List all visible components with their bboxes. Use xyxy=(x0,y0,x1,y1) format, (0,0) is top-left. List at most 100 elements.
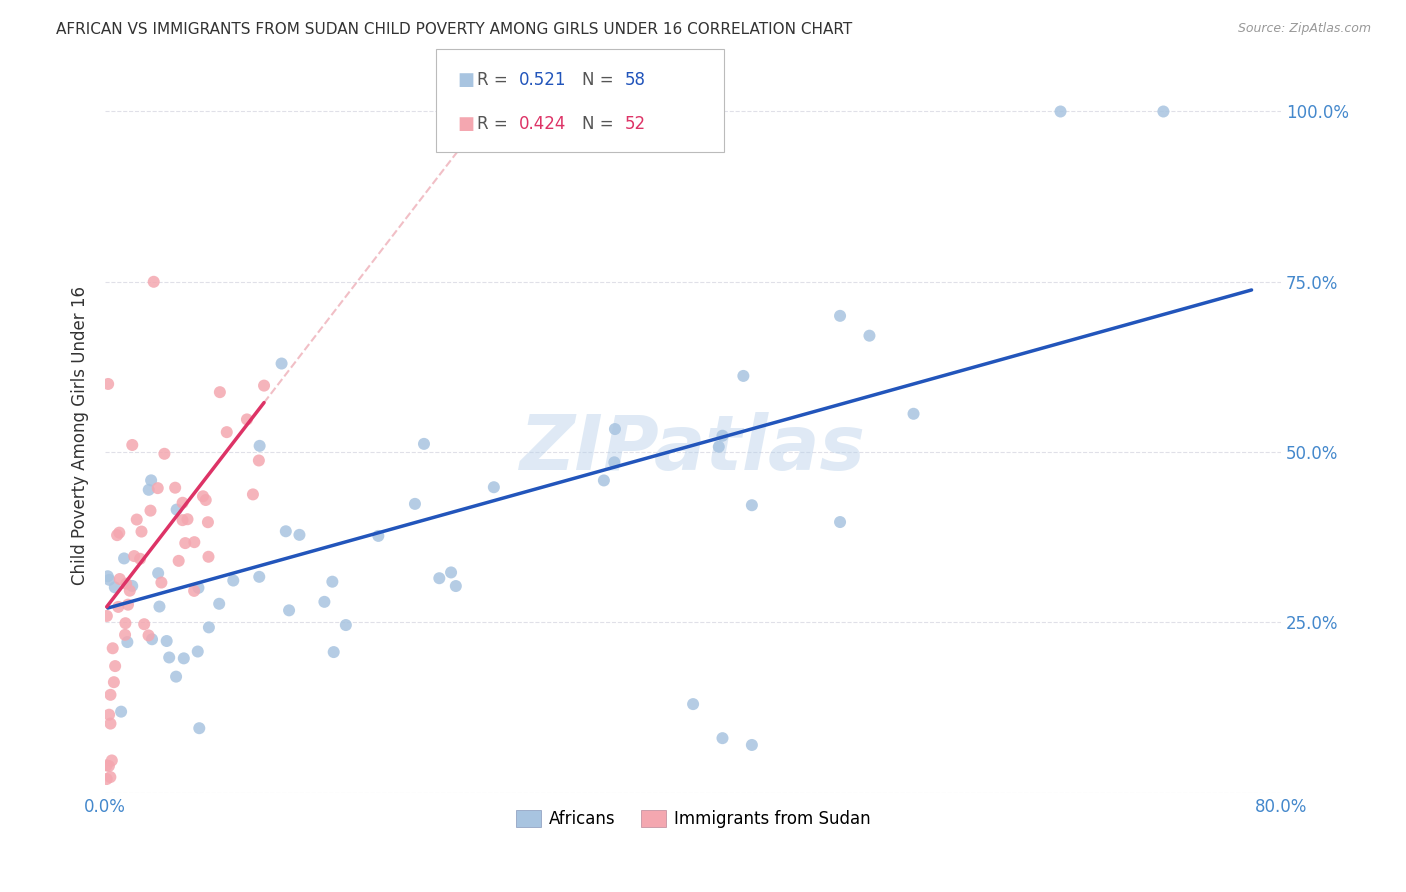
Point xyxy=(247,570,270,584)
Point xyxy=(112,551,135,566)
Point xyxy=(105,528,128,542)
Point xyxy=(733,368,755,383)
Point xyxy=(187,581,209,595)
Point xyxy=(156,634,179,648)
Point xyxy=(110,705,132,719)
Point xyxy=(197,515,219,529)
Point xyxy=(367,529,389,543)
Point xyxy=(146,481,169,495)
Point xyxy=(183,535,205,549)
Point xyxy=(150,575,173,590)
Text: R =: R = xyxy=(477,70,513,88)
Point xyxy=(247,453,270,467)
Point xyxy=(322,645,344,659)
Point xyxy=(97,759,120,773)
Point xyxy=(172,513,194,527)
Point xyxy=(198,620,221,634)
Point xyxy=(188,721,211,735)
Point xyxy=(314,595,336,609)
Point xyxy=(321,574,343,589)
Point xyxy=(100,688,122,702)
Text: 0.424: 0.424 xyxy=(519,115,567,133)
Point xyxy=(104,659,127,673)
Text: R =: R = xyxy=(477,115,513,133)
Point xyxy=(97,376,120,391)
Point xyxy=(413,437,436,451)
Point xyxy=(682,697,704,711)
Legend: Africans, Immigrants from Sudan: Africans, Immigrants from Sudan xyxy=(509,803,877,834)
Point xyxy=(288,528,311,542)
Point xyxy=(1049,104,1071,119)
Point xyxy=(165,481,187,495)
Text: N =: N = xyxy=(582,115,619,133)
Point xyxy=(404,497,426,511)
Point xyxy=(903,407,925,421)
Point xyxy=(103,675,125,690)
Point xyxy=(146,566,169,581)
Point xyxy=(191,489,214,503)
Point xyxy=(187,644,209,658)
Point xyxy=(173,651,195,665)
Point xyxy=(335,618,357,632)
Point xyxy=(97,569,120,583)
Text: ■: ■ xyxy=(457,115,474,133)
Point xyxy=(96,758,118,772)
Point xyxy=(131,524,153,539)
Point xyxy=(115,576,138,591)
Point xyxy=(107,599,129,614)
Point xyxy=(125,512,148,526)
Point xyxy=(96,609,118,624)
Text: ■: ■ xyxy=(457,70,474,88)
Point xyxy=(194,493,217,508)
Point xyxy=(108,525,131,540)
Point xyxy=(249,439,271,453)
Point xyxy=(707,440,730,454)
Text: 52: 52 xyxy=(624,115,645,133)
Point xyxy=(138,483,160,497)
Point xyxy=(134,617,156,632)
Point xyxy=(253,378,276,392)
Point xyxy=(176,512,198,526)
Point xyxy=(270,357,292,371)
Point xyxy=(274,524,297,539)
Text: N =: N = xyxy=(582,70,619,88)
Point xyxy=(114,616,136,631)
Point xyxy=(278,603,301,617)
Point xyxy=(157,650,180,665)
Point xyxy=(101,754,124,768)
Point xyxy=(139,503,162,517)
Text: 58: 58 xyxy=(624,70,645,88)
Text: AFRICAN VS IMMIGRANTS FROM SUDAN CHILD POVERTY AMONG GIRLS UNDER 16 CORRELATION : AFRICAN VS IMMIGRANTS FROM SUDAN CHILD P… xyxy=(56,22,852,37)
Point xyxy=(603,455,626,469)
Point xyxy=(108,572,131,586)
Point xyxy=(828,309,851,323)
Point xyxy=(167,554,190,568)
Point xyxy=(174,536,197,550)
Point xyxy=(98,707,121,722)
Point xyxy=(138,628,160,642)
Point xyxy=(142,275,165,289)
Point xyxy=(444,579,467,593)
Point xyxy=(148,599,170,614)
Point xyxy=(117,598,139,612)
Point xyxy=(208,597,231,611)
Point xyxy=(98,770,121,784)
Point xyxy=(242,487,264,501)
Point xyxy=(183,583,205,598)
Point xyxy=(215,425,238,439)
Point xyxy=(592,474,614,488)
Point xyxy=(603,422,626,436)
Point xyxy=(711,731,734,746)
Point xyxy=(104,580,127,594)
Point xyxy=(427,571,450,585)
Y-axis label: Child Poverty Among Girls Under 16: Child Poverty Among Girls Under 16 xyxy=(72,285,89,584)
Point xyxy=(122,549,145,563)
Point xyxy=(440,566,463,580)
Text: 0.521: 0.521 xyxy=(519,70,567,88)
Point xyxy=(98,573,121,587)
Point xyxy=(141,632,163,647)
Point xyxy=(711,428,734,442)
Point xyxy=(121,438,143,452)
Point xyxy=(153,447,176,461)
Text: ZIPatlas: ZIPatlas xyxy=(520,412,866,486)
